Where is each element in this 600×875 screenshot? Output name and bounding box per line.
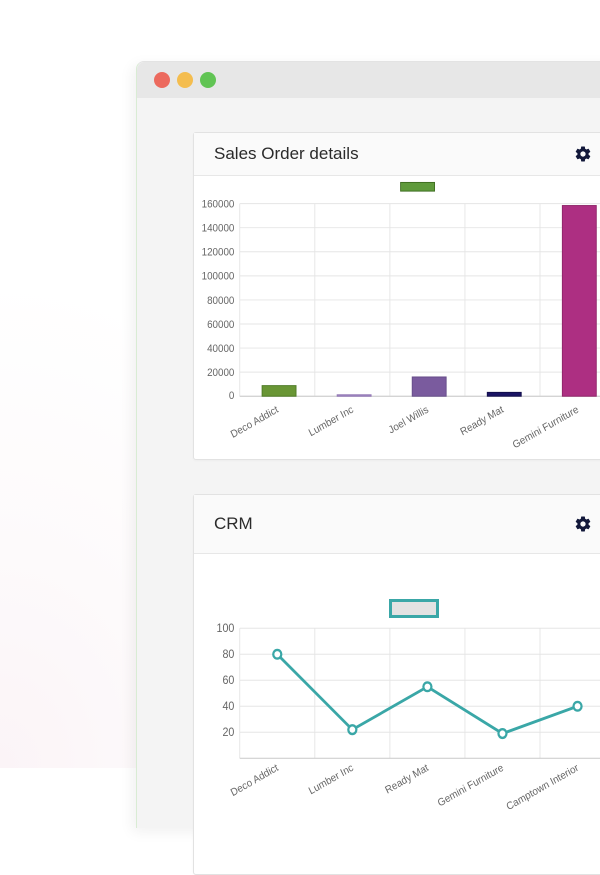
svg-text:140000: 140000 <box>202 223 235 234</box>
svg-text:60: 60 <box>222 675 234 687</box>
svg-text:40: 40 <box>222 701 234 713</box>
svg-text:Lumber Inc: Lumber Inc <box>307 404 355 439</box>
svg-text:Camptown Interior: Camptown Interior <box>505 762 581 813</box>
svg-text:80000: 80000 <box>207 295 235 306</box>
svg-text:60000: 60000 <box>207 320 235 331</box>
svg-text:160000: 160000 <box>202 199 235 210</box>
svg-text:Deco Addict: Deco Addict <box>229 404 280 441</box>
svg-text:Joel Willis: Joel Willis <box>387 404 430 436</box>
svg-text:0: 0 <box>229 391 235 402</box>
svg-text:120000: 120000 <box>202 247 235 258</box>
svg-text:20000: 20000 <box>207 368 235 379</box>
svg-text:Ready Mat: Ready Mat <box>459 404 506 438</box>
svg-text:100: 100 <box>217 623 235 635</box>
svg-text:100000: 100000 <box>202 271 235 282</box>
svg-text:40000: 40000 <box>207 344 235 355</box>
svg-text:80: 80 <box>222 649 234 661</box>
svg-text:Gemini Furniture: Gemini Furniture <box>436 762 506 809</box>
svg-text:Gemini Furniture: Gemini Furniture <box>511 404 581 451</box>
svg-text:20: 20 <box>222 727 234 739</box>
